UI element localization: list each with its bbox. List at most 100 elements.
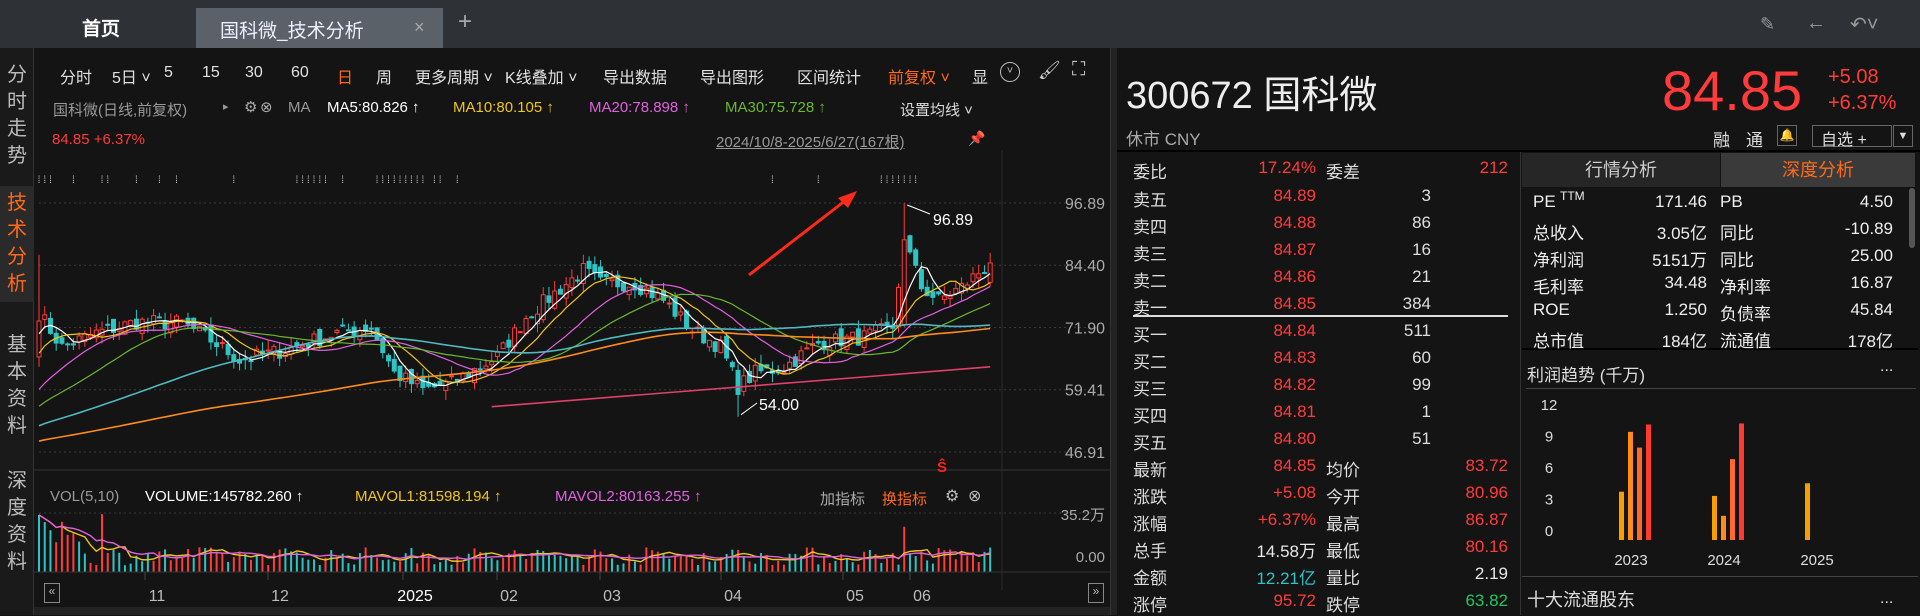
row-volume: 3	[1421, 186, 1431, 205]
date-range-link[interactable]: 2024/10/8-2025/6/27(167根)	[716, 134, 905, 151]
add-indicator-button[interactable]: 加指标	[820, 491, 866, 508]
close-circle-icon[interactable]: ⊗	[260, 99, 273, 116]
close-icon[interactable]: ×	[414, 17, 425, 37]
candle-down	[913, 249, 919, 266]
event-marker-icon: ⁞	[38, 175, 41, 186]
toolbar-item[interactable]: K线叠加 ˅	[505, 70, 578, 87]
tab-deep-analysis[interactable]: 深度分析	[1721, 153, 1915, 187]
y-tick: 12	[1541, 397, 1558, 414]
sidebar-item-basic[interactable]: 基本资料	[7, 334, 27, 437]
fund-value: 45.84	[1850, 300, 1893, 319]
add-watchlist-button[interactable]: 自选 +	[1812, 125, 1892, 149]
add-tab-button[interactable]: +	[458, 8, 473, 35]
row-volume: 51	[1412, 429, 1431, 448]
undo-icon[interactable]: ↶˅	[1850, 14, 1879, 36]
toolbar-item[interactable]: 日	[337, 70, 354, 87]
event-marker-icon: ⁞	[416, 175, 419, 186]
candle-up	[449, 375, 455, 378]
last-price: 84.85	[1662, 59, 1803, 122]
toolbar-item[interactable]: 周	[376, 70, 393, 87]
tab-market-analysis[interactable]: 行情分析	[1522, 153, 1720, 187]
tab-bar: 首页 国科微_技术分析 × + ✎ ← ↶˅	[0, 0, 1920, 48]
sidebar-item-deep[interactable]: 深度资料	[7, 470, 27, 573]
volume-value: VOLUME:145782.260 ↑	[145, 488, 304, 505]
horizontal-scrollbar[interactable]	[34, 607, 1110, 615]
tab-active[interactable]: 国科微_技术分析 ×	[196, 8, 443, 48]
candle-down	[345, 329, 351, 332]
tab-home[interactable]: 首页	[82, 19, 121, 40]
candle-up	[483, 365, 489, 370]
toolbar-item[interactable]: 5	[164, 64, 173, 81]
x-tick-label: 03	[603, 588, 621, 605]
fund-value: 1.250	[1664, 300, 1707, 319]
gear-icon[interactable]: ⚙	[244, 99, 258, 116]
close-circle-icon[interactable]: ⊗	[968, 488, 982, 505]
toolbar-item[interactable]: 区间统计	[797, 70, 862, 87]
scroll-left-button[interactable]: «	[44, 583, 60, 603]
panel-splitter[interactable]	[1110, 48, 1117, 615]
chevron-circle-icon[interactable]: ˅	[1000, 62, 1020, 82]
candle-down	[110, 318, 116, 333]
ma5-value: MA5:80.826 ↑	[327, 99, 420, 116]
divider	[1520, 152, 1521, 615]
divider	[1526, 388, 1916, 389]
candle-down	[592, 264, 598, 274]
toolbar-item[interactable]: 30	[245, 64, 263, 81]
toolbar-item[interactable]: 更多周期 ˅	[415, 70, 493, 87]
switch-indicator-button[interactable]: 换指标	[882, 491, 928, 508]
row-price: +5.08	[1272, 483, 1316, 502]
fund-label: 毛利率	[1533, 278, 1584, 297]
gear-icon[interactable]: ⚙	[945, 488, 960, 505]
profit-bar	[1637, 447, 1642, 540]
back-arrow-icon[interactable]: ←	[1806, 12, 1826, 34]
row-label: 买四	[1133, 407, 1167, 426]
event-marker-icon: ⁞	[376, 175, 379, 186]
fund-label: 同比	[1720, 251, 1754, 270]
toolbar-item[interactable]: 前复权 ˅	[888, 70, 950, 87]
toolbar-item[interactable]: 导出数据	[603, 70, 668, 87]
row-price: +6.37%	[1257, 510, 1316, 529]
candle-up	[93, 329, 99, 339]
more-button[interactable]: ...	[1880, 358, 1894, 375]
y-tick: 0	[1545, 523, 1553, 540]
sidebar-item-technical[interactable]: 技术分析	[0, 186, 34, 302]
toolbar-item[interactable]: 15	[202, 64, 220, 81]
fund-label: ROE	[1533, 300, 1570, 319]
expand-icon[interactable]: ⛶	[1072, 59, 1086, 80]
ma120-line	[38, 327, 991, 442]
edit-icon[interactable]: ✎	[1760, 14, 1776, 34]
vol-tick-label: 35.2万	[1061, 507, 1105, 524]
row-label: 涨幅	[1133, 515, 1167, 534]
sidebar-item-timeshare[interactable]: 分时走势	[7, 64, 27, 167]
fund-sub: TTM	[1560, 189, 1585, 203]
toolbar-item[interactable]: 显	[972, 70, 989, 87]
toolbar-item[interactable]: 60	[291, 64, 309, 81]
more-button[interactable]: ...	[1880, 590, 1894, 607]
dropdown-icon[interactable]: ▼	[1893, 125, 1913, 147]
candle-up	[569, 277, 575, 289]
toolbar-item[interactable]: 导出图形	[700, 70, 765, 87]
candle-down	[586, 260, 592, 269]
bell-icon[interactable]: 🔔	[1777, 125, 1797, 146]
candle-down	[317, 328, 323, 347]
x-tick-label: 11	[149, 588, 166, 605]
scrollbar[interactable]	[1909, 188, 1915, 248]
fund-value: 5151万	[1652, 251, 1707, 270]
high-pointer	[907, 204, 931, 215]
event-marker-icon: ⁞	[72, 175, 75, 186]
triangle-right-icon[interactable]: ▸	[223, 101, 229, 113]
candle-down	[981, 271, 987, 274]
toolbar-item[interactable]: 分时	[60, 70, 93, 87]
set-ma-button[interactable]: 设置均线 ˅	[900, 102, 973, 119]
candle-down	[59, 337, 65, 344]
candle-up	[300, 345, 306, 348]
toolbar-item[interactable]: 5日 ˅	[112, 70, 151, 87]
scroll-right-button[interactable]: »	[1088, 583, 1104, 603]
pin-icon[interactable]: 📌	[968, 130, 986, 146]
brush-icon[interactable]: 🖌	[1038, 60, 1061, 80]
candle-down	[729, 362, 735, 368]
candle-down	[575, 279, 581, 282]
red-arrow	[748, 195, 851, 277]
row-label: 买一	[1133, 326, 1167, 345]
